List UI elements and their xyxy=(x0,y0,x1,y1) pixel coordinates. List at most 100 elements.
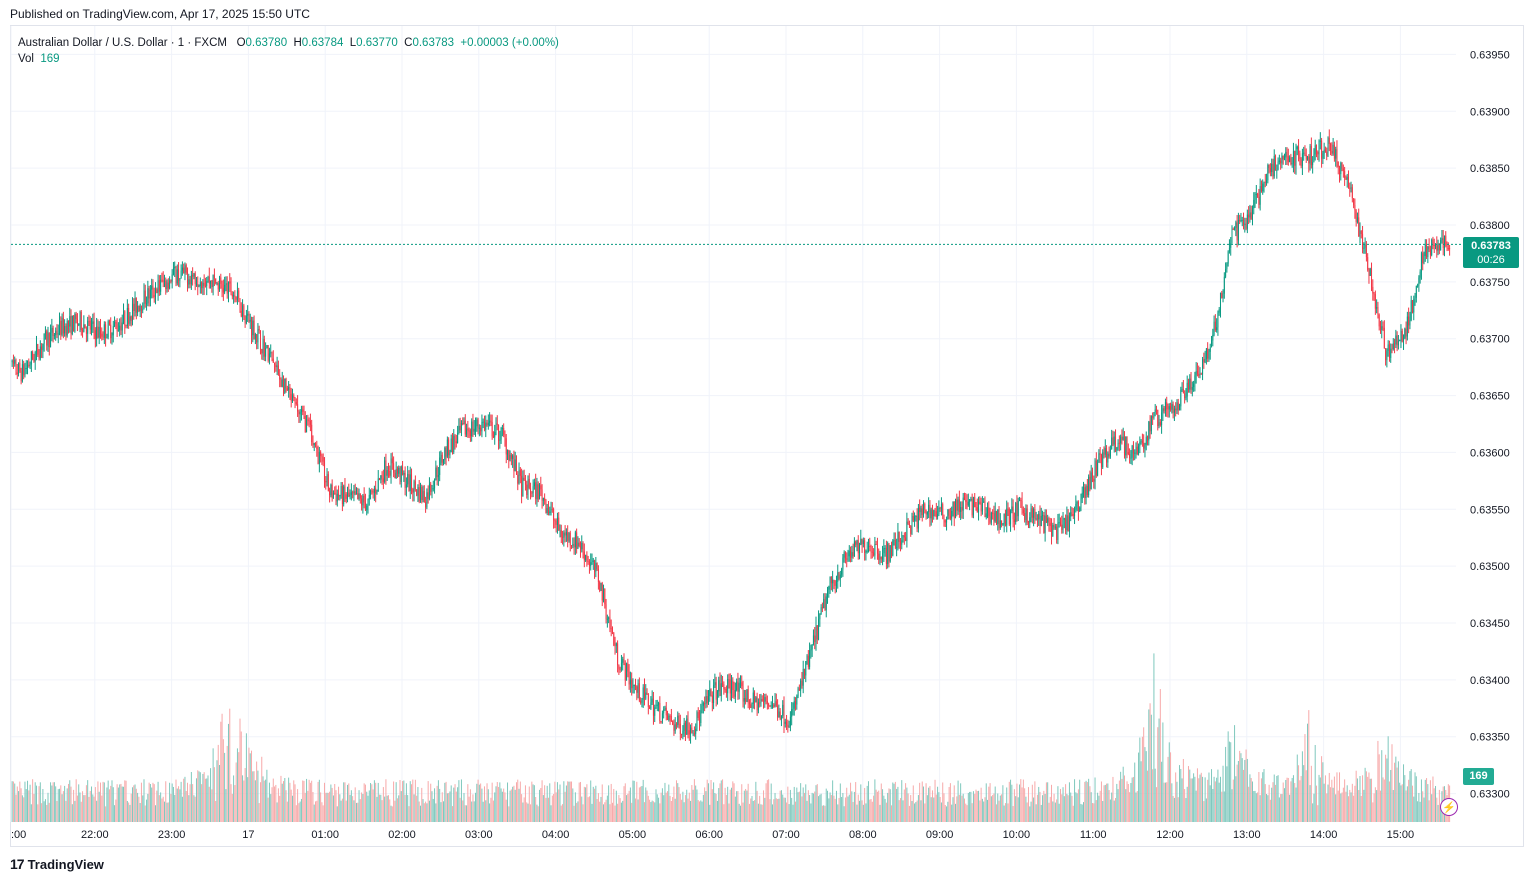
candle-body xyxy=(1387,344,1389,352)
volume-bar xyxy=(679,793,681,822)
volume-bar xyxy=(1436,797,1438,822)
volume-bar xyxy=(1401,784,1403,822)
volume-bar xyxy=(1022,779,1024,822)
volume-bar xyxy=(413,794,415,822)
volume-bar xyxy=(1002,785,1004,822)
volume-bar xyxy=(1176,781,1178,822)
volume-bar xyxy=(1243,769,1245,822)
volume-bar xyxy=(1259,795,1261,822)
candle-body xyxy=(851,552,853,558)
volume-bar xyxy=(435,803,437,822)
candle-body xyxy=(521,475,523,497)
volume-bar xyxy=(981,798,983,822)
candle-body xyxy=(245,315,247,324)
candle-body xyxy=(114,321,116,327)
volume-bar xyxy=(1168,742,1170,822)
symbol-name[interactable]: Australian Dollar / U.S. Dollar · 1 · FX… xyxy=(18,37,227,49)
candle-body xyxy=(101,333,103,337)
volume-bar xyxy=(1107,783,1109,822)
volume-bar xyxy=(532,784,534,822)
volume-bar xyxy=(197,770,199,822)
volume-bar xyxy=(281,783,283,822)
candle-body xyxy=(1123,436,1125,456)
candle-body xyxy=(681,733,683,735)
candle-body xyxy=(880,556,882,560)
lightning-icon[interactable]: ⚡ xyxy=(1440,798,1458,816)
candle-body xyxy=(1377,306,1379,315)
volume-bar xyxy=(1054,802,1056,822)
volume-bar xyxy=(559,784,561,822)
candle-body xyxy=(1003,513,1005,524)
volume-bar xyxy=(1428,800,1430,822)
volume-bar xyxy=(172,786,174,822)
volume-bar xyxy=(363,783,365,822)
candle-body xyxy=(188,279,190,285)
candle-body xyxy=(1198,373,1200,376)
candle-body xyxy=(573,544,575,548)
open-label: O xyxy=(236,37,246,49)
candle-body xyxy=(449,452,451,456)
candle-body xyxy=(107,321,109,338)
candle-body xyxy=(393,463,395,473)
volume-bar xyxy=(722,779,724,822)
volume-bar xyxy=(910,795,912,822)
candle-body xyxy=(914,516,916,521)
volume-bar xyxy=(764,797,766,822)
volume-bar xyxy=(427,781,429,822)
candle-body xyxy=(53,335,55,337)
candle-body xyxy=(805,661,807,676)
volume-bar xyxy=(795,801,797,822)
candle-body xyxy=(303,411,305,416)
volume-bar xyxy=(476,783,478,822)
volume-bar xyxy=(729,789,731,822)
volume-bar xyxy=(850,782,852,822)
candle-body xyxy=(641,699,643,703)
candle-body xyxy=(373,488,375,493)
volume-bar xyxy=(290,789,292,822)
volume-bar xyxy=(1277,775,1279,822)
volume-bar xyxy=(862,804,864,822)
volume-bar xyxy=(952,797,954,822)
volume-bar xyxy=(1193,773,1195,822)
candle-body xyxy=(272,358,274,363)
candle-body xyxy=(1443,235,1445,248)
volume-bar xyxy=(1144,747,1146,822)
volume-bar xyxy=(244,768,246,822)
candle-body xyxy=(149,289,151,299)
candle-body xyxy=(931,509,933,517)
candle-body xyxy=(1263,181,1265,184)
volume-bar xyxy=(1273,774,1275,822)
candle-body xyxy=(64,326,66,334)
volume-bar xyxy=(682,791,684,822)
candle-body xyxy=(823,599,825,609)
candle-body xyxy=(1319,140,1321,142)
volume-bar xyxy=(766,780,768,822)
candle-body xyxy=(1107,453,1109,463)
candle-body xyxy=(1350,187,1352,189)
candle-body xyxy=(967,501,969,506)
volume-bar xyxy=(942,782,944,822)
volume-bar xyxy=(711,789,713,822)
candle-body xyxy=(1225,268,1227,277)
candle-body xyxy=(440,454,442,458)
footer-brand[interactable]: 17 TradingView xyxy=(10,856,104,872)
candle-body xyxy=(1344,170,1346,178)
candle-body xyxy=(887,543,889,565)
candle-body xyxy=(172,268,174,275)
volume-bar xyxy=(604,802,606,822)
candle-body xyxy=(1145,436,1147,445)
volume-bar xyxy=(460,779,462,822)
volume-bar xyxy=(1202,776,1204,822)
volume-bar xyxy=(1166,782,1168,822)
volume-bar xyxy=(98,791,100,822)
volume-bar xyxy=(818,796,820,822)
volume-bar xyxy=(906,787,908,822)
volume-bar xyxy=(414,779,416,822)
candle-body xyxy=(891,545,893,556)
volume-bar xyxy=(1112,776,1114,822)
volume-bar xyxy=(142,795,144,822)
candle-body xyxy=(1345,177,1347,180)
volume-bar xyxy=(114,805,116,822)
candle-body xyxy=(917,507,919,529)
